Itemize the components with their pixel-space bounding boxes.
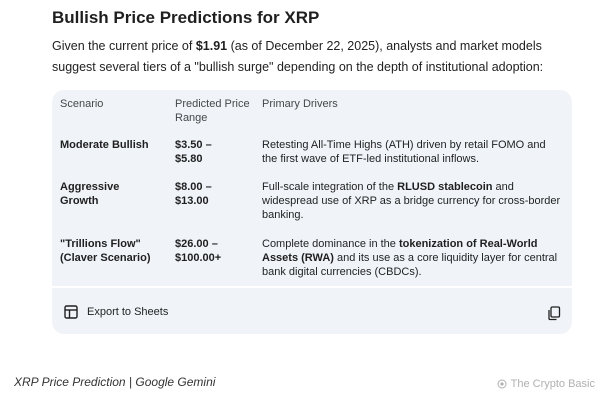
header-price-range: Predicted Price Range: [175, 98, 250, 124]
watermark: The Crypto Basic: [497, 378, 595, 390]
response-intro: Given the current price of $1.91 (as of …: [52, 39, 544, 74]
row-3-range: $26.00 – $100.00+: [175, 238, 222, 264]
response-heading: Bullish Price Predictions for XRP: [52, 8, 320, 27]
row-1-drivers: Retesting All-Time Highs (ATH) driven by…: [262, 139, 546, 165]
copy-table-button[interactable]: [546, 305, 562, 321]
export-to-sheets-button[interactable]: Export to Sheets: [64, 303, 168, 321]
header-scenario: Scenario: [60, 98, 104, 110]
image-caption: XRP Price Prediction | Google Gemini: [14, 375, 216, 389]
watermark-text: The Crypto Basic: [510, 378, 595, 390]
row-2-drivers: Full-scale integration of the RLUSD stab…: [262, 181, 561, 221]
row-2-scenario: Aggressive Growth: [60, 181, 120, 207]
row-1-scenario: Moderate Bullish: [60, 139, 149, 151]
table-grid-icon: [64, 305, 78, 319]
row-3-scenario: "Trillions Flow" (Claver Scenario): [60, 238, 151, 264]
copy-icon: [548, 306, 561, 321]
row-3-drivers: Complete dominance in the tokenization o…: [262, 238, 558, 278]
watermark-logo-icon: [497, 379, 507, 389]
header-primary-drivers: Primary Drivers: [262, 98, 338, 110]
current-price: $1.91: [195, 39, 228, 53]
row-1-range: $3.50 – $5.80: [175, 139, 212, 165]
predictions-table: [52, 90, 572, 286]
row-2-range: $8.00 – $13.00: [175, 181, 212, 207]
table-toolbar: [52, 288, 572, 334]
export-to-sheets-label: Export to Sheets: [87, 306, 169, 318]
